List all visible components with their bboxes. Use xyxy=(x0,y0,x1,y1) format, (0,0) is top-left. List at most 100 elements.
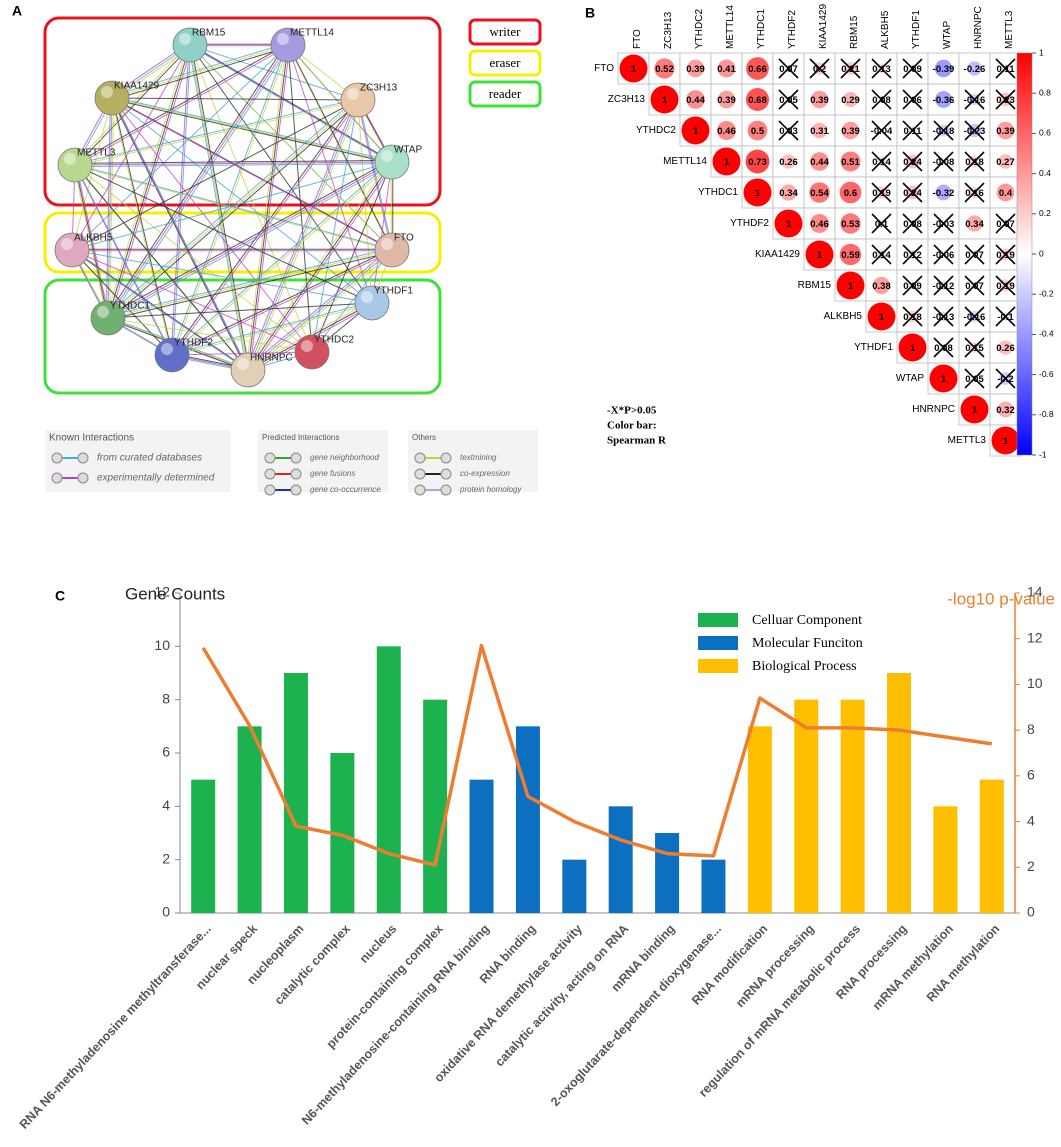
corr-circle xyxy=(717,121,736,140)
edge xyxy=(172,250,394,357)
corr-circle xyxy=(841,121,860,140)
legend-item: gene neighborhood xyxy=(310,453,380,462)
corr-label: 0.39 xyxy=(686,64,705,75)
node-label: WTAP xyxy=(394,145,422,156)
corr-circle xyxy=(997,401,1014,418)
edge xyxy=(107,161,393,319)
corr-label: 1 xyxy=(941,374,947,385)
corr-circle xyxy=(996,121,1015,140)
node xyxy=(294,334,330,370)
corr-circle xyxy=(650,85,679,114)
corr-circle xyxy=(743,178,772,207)
corr-circle xyxy=(839,243,862,266)
cross xyxy=(871,89,892,110)
group-legend-box xyxy=(468,18,542,46)
edge xyxy=(75,165,174,357)
row-label: YTHDF1 xyxy=(854,342,893,353)
node-label: KIAA1429 xyxy=(114,81,159,92)
edge xyxy=(109,163,394,321)
edge xyxy=(249,163,395,372)
corr-circle xyxy=(810,214,829,233)
edge xyxy=(113,99,394,165)
line xyxy=(201,643,993,867)
corr-label: 0.26 xyxy=(996,343,1015,354)
bar xyxy=(283,673,308,913)
y-tick-label: 4 xyxy=(162,797,170,813)
y2-tick-label: 8 xyxy=(1027,721,1035,737)
edge xyxy=(105,96,111,317)
row-label: YTHDC2 xyxy=(636,125,676,136)
legend-node xyxy=(264,484,276,496)
y2-tick-label: 10 xyxy=(1027,675,1043,691)
corr-label: 0.39 xyxy=(717,95,736,106)
corr-label: 0.29 xyxy=(841,95,860,106)
column-label: KIAA1429 xyxy=(818,4,829,49)
corr-circle xyxy=(998,154,1013,169)
node-label: METTL14 xyxy=(290,28,334,39)
cross xyxy=(778,89,799,110)
corr-circle xyxy=(780,184,797,201)
row-label: WTAP xyxy=(896,373,924,384)
legend-label: Celluar Component xyxy=(752,613,862,628)
edge xyxy=(358,100,394,251)
node-label: YTHDC1 xyxy=(110,301,150,312)
node-highlight xyxy=(381,150,393,162)
colorbar-tick-label: -0.6 xyxy=(1039,369,1054,379)
legend-item: textmining xyxy=(460,453,497,462)
cross xyxy=(964,275,985,296)
node-label: ALKBH5 xyxy=(74,233,113,244)
legend-node xyxy=(77,472,89,484)
corr-circle xyxy=(805,240,834,269)
edge xyxy=(247,99,359,371)
node-highlight xyxy=(361,291,373,303)
cell xyxy=(865,83,898,116)
note: Color bar: xyxy=(607,420,657,432)
node-highlight xyxy=(277,33,289,45)
edge xyxy=(71,99,359,251)
y-tick-label: 0 xyxy=(162,904,170,920)
edge xyxy=(110,96,392,250)
corr-label: -0.32 xyxy=(933,188,955,199)
legend-node xyxy=(414,484,426,496)
edge xyxy=(246,248,391,369)
column-label: ZC3H13 xyxy=(663,11,674,49)
corr-label: 0.39 xyxy=(841,126,860,137)
corr-circle xyxy=(839,181,862,204)
corr-circle xyxy=(811,122,828,139)
colorbar-tick-label: 0.8 xyxy=(1039,87,1051,97)
node-highlight xyxy=(179,33,191,45)
edge xyxy=(72,163,107,317)
cross xyxy=(964,306,985,327)
edge xyxy=(111,97,249,371)
node xyxy=(90,300,126,336)
group-legend-box xyxy=(468,49,542,77)
node xyxy=(340,82,376,118)
row-label: ZC3H13 xyxy=(608,94,646,105)
column-label: YTHDC2 xyxy=(694,9,705,49)
column-label: YTHDF2 xyxy=(787,10,798,49)
corr-label: 0.46 xyxy=(717,126,736,137)
bar xyxy=(840,699,865,913)
corr-circle xyxy=(654,58,675,79)
legend-item: from curated databases xyxy=(97,453,202,464)
edge xyxy=(111,97,359,101)
row-label: KIAA1429 xyxy=(755,249,800,260)
corr-circle xyxy=(745,87,770,112)
colorbar-tick-label: -0.4 xyxy=(1039,329,1054,339)
edge xyxy=(109,99,115,320)
node-highlight xyxy=(237,358,249,370)
y2-tick-label: 12 xyxy=(1027,629,1043,645)
cross xyxy=(902,275,923,296)
y2-tick-label: 14 xyxy=(1027,584,1043,600)
column-label: ALKBH5 xyxy=(880,10,891,49)
row-label: HNRNPC xyxy=(912,404,955,415)
corr-label: 1 xyxy=(1003,436,1009,447)
cross xyxy=(778,120,799,141)
node xyxy=(154,337,190,373)
y-tick-label: 10 xyxy=(154,637,170,653)
edge xyxy=(71,161,393,251)
cross xyxy=(902,244,923,265)
row-label: ALKBH5 xyxy=(824,311,863,322)
corr-label: 1 xyxy=(755,188,761,199)
edge xyxy=(371,161,393,304)
